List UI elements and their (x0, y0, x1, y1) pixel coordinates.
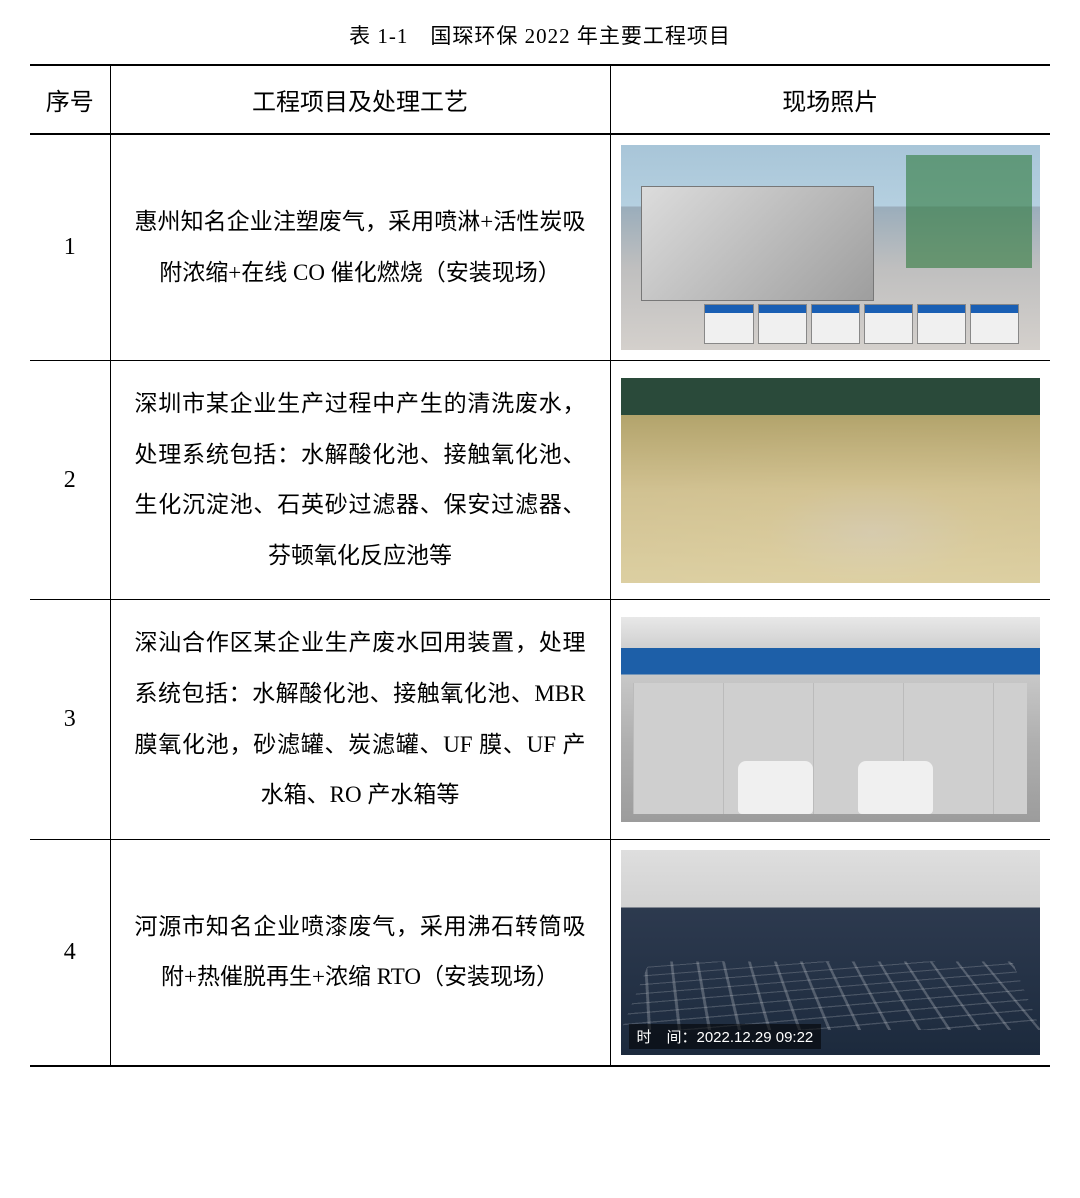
photo-cell (610, 600, 1050, 839)
site-photo-icon (621, 617, 1041, 822)
site-photo-icon (621, 145, 1041, 350)
table-row: 1 惠州知名企业注塑废气，采用喷淋+活性炭吸附浓缩+在线 CO 催化燃烧（安装现… (30, 134, 1050, 361)
seq-cell: 4 (30, 839, 110, 1066)
desc-cell: 河源市知名企业喷漆废气，采用沸石转筒吸附+热催脱再生+浓缩 RTO（安装现场） (110, 839, 610, 1066)
site-photo-icon (621, 378, 1041, 583)
seq-cell: 2 (30, 361, 110, 600)
table-row: 2 深圳市某企业生产过程中产生的清洗废水，处理系统包括：水解酸化池、接触氧化池、… (30, 361, 1050, 600)
table-row: 3 深汕合作区某企业生产废水回用装置，处理系统包括：水解酸化池、接触氧化池、MB… (30, 600, 1050, 839)
signage-icon (704, 304, 1019, 344)
projects-table: 序号 工程项目及处理工艺 现场照片 1 惠州知名企业注塑废气，采用喷淋+活性炭吸… (30, 64, 1050, 1067)
photo-cell (610, 134, 1050, 361)
desc-cell: 深汕合作区某企业生产废水回用装置，处理系统包括：水解酸化池、接触氧化池、MBR … (110, 600, 610, 839)
photo-cell (610, 361, 1050, 600)
col-header-seq: 序号 (30, 65, 110, 134)
table-row: 4 河源市知名企业喷漆废气，采用沸石转筒吸附+热催脱再生+浓缩 RTO（安装现场… (30, 839, 1050, 1066)
seq-cell: 3 (30, 600, 110, 839)
col-header-photo: 现场照片 (610, 65, 1050, 134)
desc-cell: 惠州知名企业注塑废气，采用喷淋+活性炭吸附浓缩+在线 CO 催化燃烧（安装现场） (110, 134, 610, 361)
site-photo-icon: 时 间：2022.12.29 09:22 (621, 850, 1041, 1055)
table-caption: 表 1-1 国琛环保 2022 年主要工程项目 (30, 20, 1050, 50)
seq-cell: 1 (30, 134, 110, 361)
photo-cell: 时 间：2022.12.29 09:22 (610, 839, 1050, 1066)
table-header-row: 序号 工程项目及处理工艺 现场照片 (30, 65, 1050, 134)
photo-timestamp: 时 间：2022.12.29 09:22 (629, 1024, 822, 1049)
desc-cell: 深圳市某企业生产过程中产生的清洗废水，处理系统包括：水解酸化池、接触氧化池、生化… (110, 361, 610, 600)
col-header-desc: 工程项目及处理工艺 (110, 65, 610, 134)
